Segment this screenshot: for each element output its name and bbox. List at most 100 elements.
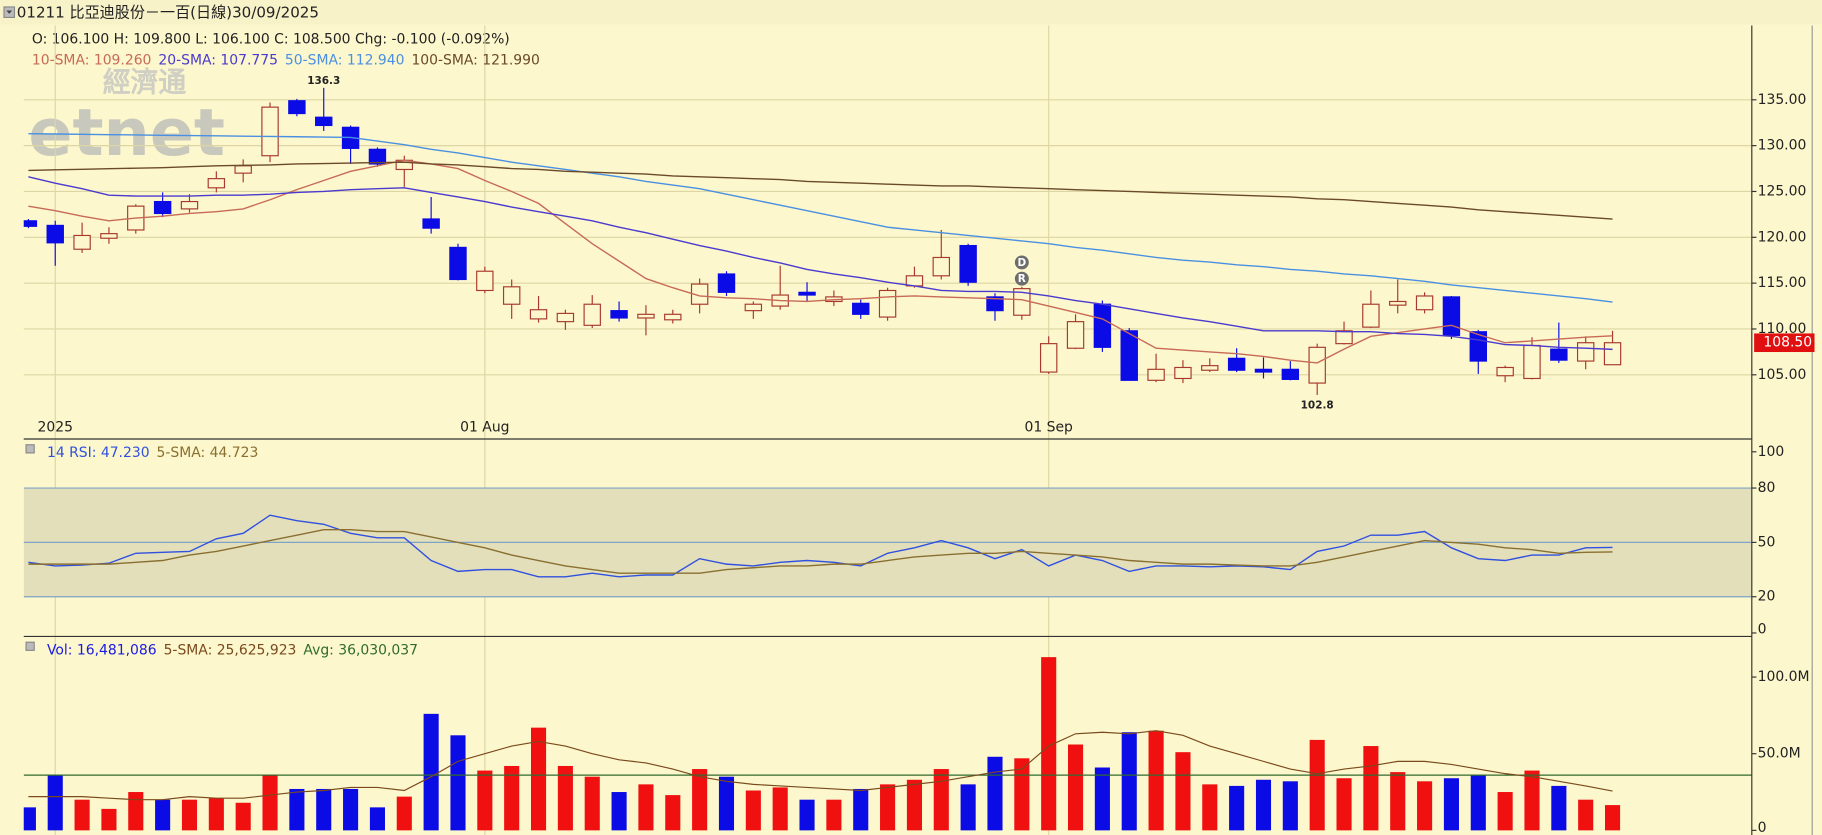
sma-line bbox=[28, 161, 1613, 220]
candle-body bbox=[1201, 365, 1219, 371]
candle-body bbox=[878, 289, 897, 318]
candle-body bbox=[153, 200, 172, 215]
volume-bar bbox=[128, 792, 144, 831]
candle-body bbox=[852, 302, 870, 315]
candle-body bbox=[744, 303, 763, 312]
volume-bar bbox=[1604, 805, 1621, 831]
candle-body bbox=[1227, 357, 1246, 371]
rsi-line bbox=[28, 514, 1613, 578]
y-tick-label: 105.00 bbox=[1758, 367, 1807, 383]
legend-entry: 50-SMA: 112.940 bbox=[285, 52, 405, 68]
volume-bar bbox=[853, 788, 869, 831]
candle-body bbox=[1576, 342, 1595, 362]
candle-body bbox=[315, 116, 333, 127]
candle-body bbox=[100, 233, 118, 239]
candle-body bbox=[717, 273, 736, 293]
volume-bar bbox=[23, 807, 36, 831]
candle-body bbox=[1254, 368, 1273, 373]
candle-body bbox=[23, 220, 38, 227]
candle-body bbox=[529, 309, 548, 320]
candle-body bbox=[1496, 366, 1514, 377]
volume-bar bbox=[1470, 775, 1486, 831]
panel-icon[interactable] bbox=[25, 641, 35, 651]
candle-body bbox=[556, 312, 575, 323]
watermark-cn: 經濟通 bbox=[103, 66, 187, 99]
volume-bar bbox=[1067, 744, 1084, 831]
axes-layer: 105.00 110.00 115.00 120.00 125.00 130.00 135.… bbox=[23, 25, 1815, 835]
legend-entry: 5-SMA: 25,625,923 bbox=[164, 642, 297, 658]
candle-body bbox=[422, 218, 440, 229]
event-label: D bbox=[1018, 257, 1027, 269]
y-tick-label: 130.00 bbox=[1758, 138, 1807, 154]
y-tick-label: 0 bbox=[1758, 820, 1767, 835]
volume-bar bbox=[477, 770, 493, 831]
rsi-line bbox=[28, 529, 1613, 574]
volume-bar bbox=[208, 798, 224, 831]
volume-bar bbox=[1551, 785, 1567, 831]
header-bar bbox=[0, 0, 1822, 25]
candle-body bbox=[368, 148, 387, 165]
candle-body bbox=[905, 275, 924, 287]
candle-body bbox=[46, 224, 64, 244]
low-label: 102.8 bbox=[1301, 399, 1334, 411]
volume-bar bbox=[1578, 799, 1594, 831]
volume-bar bbox=[584, 776, 600, 831]
candle-body bbox=[664, 313, 682, 321]
volume-bar bbox=[1390, 772, 1406, 831]
volume-bar bbox=[665, 795, 681, 831]
candle-body bbox=[261, 106, 279, 157]
legend-entry: 5-SMA: 44.723 bbox=[157, 445, 259, 461]
y-tick-label: 120.00 bbox=[1758, 229, 1807, 245]
volume-bar bbox=[1041, 657, 1057, 831]
menu-arrow bbox=[6, 10, 13, 14]
y-tick-label: 20 bbox=[1758, 589, 1776, 605]
event-marker[interactable] bbox=[1014, 255, 1029, 270]
volume-panel bbox=[23, 657, 1752, 831]
sma-line bbox=[28, 176, 1613, 351]
volume-bar bbox=[745, 790, 761, 831]
volume-bar bbox=[611, 792, 627, 831]
volume-bar bbox=[1202, 784, 1218, 831]
y-tick-label: 110.00 bbox=[1758, 321, 1807, 337]
volume-bar bbox=[423, 713, 439, 831]
price-panel: 136.3 102.8 DR bbox=[23, 75, 1622, 411]
event-marker[interactable] bbox=[1014, 271, 1029, 286]
y-tick-label: 80 bbox=[1758, 480, 1776, 496]
legend-entry: 100-SMA: 121.990 bbox=[411, 52, 539, 68]
volume-bar bbox=[557, 765, 573, 831]
candle-body bbox=[1174, 366, 1192, 380]
candle-body bbox=[234, 165, 252, 174]
volume-bar bbox=[369, 807, 385, 831]
volume-bar bbox=[1175, 752, 1191, 831]
x-tick-label: 01 Aug bbox=[460, 419, 509, 435]
legend-entry: 20-SMA: 107.775 bbox=[158, 52, 278, 68]
volume-bar bbox=[638, 784, 654, 831]
volume-bar bbox=[1014, 758, 1030, 831]
candle-body bbox=[1442, 296, 1461, 336]
event-label: R bbox=[1018, 273, 1026, 285]
x-tick-label: 2025 bbox=[38, 419, 73, 435]
candle-body bbox=[502, 286, 521, 305]
y-tick-label: 50.0M bbox=[1758, 746, 1801, 762]
volume-bar bbox=[772, 787, 788, 831]
legend-entry: Vol: 16,481,086 bbox=[47, 642, 157, 658]
candle-body bbox=[798, 291, 816, 296]
candle-body bbox=[1039, 343, 1058, 373]
candle-body bbox=[1120, 330, 1138, 381]
y-tick-label: 50 bbox=[1758, 534, 1776, 550]
panel-icon[interactable] bbox=[25, 444, 35, 454]
candle-body bbox=[1523, 344, 1541, 380]
volume-bar bbox=[799, 799, 815, 831]
volume-bar bbox=[504, 765, 520, 831]
volume-bar bbox=[1443, 778, 1459, 831]
candle-body bbox=[1415, 295, 1434, 311]
volume-bar bbox=[880, 784, 896, 831]
y-tick-label: 0 bbox=[1758, 621, 1767, 637]
volume-bar bbox=[450, 735, 466, 831]
candle-body bbox=[1066, 321, 1085, 349]
candle-body bbox=[959, 244, 977, 283]
candle-body bbox=[1147, 368, 1165, 381]
